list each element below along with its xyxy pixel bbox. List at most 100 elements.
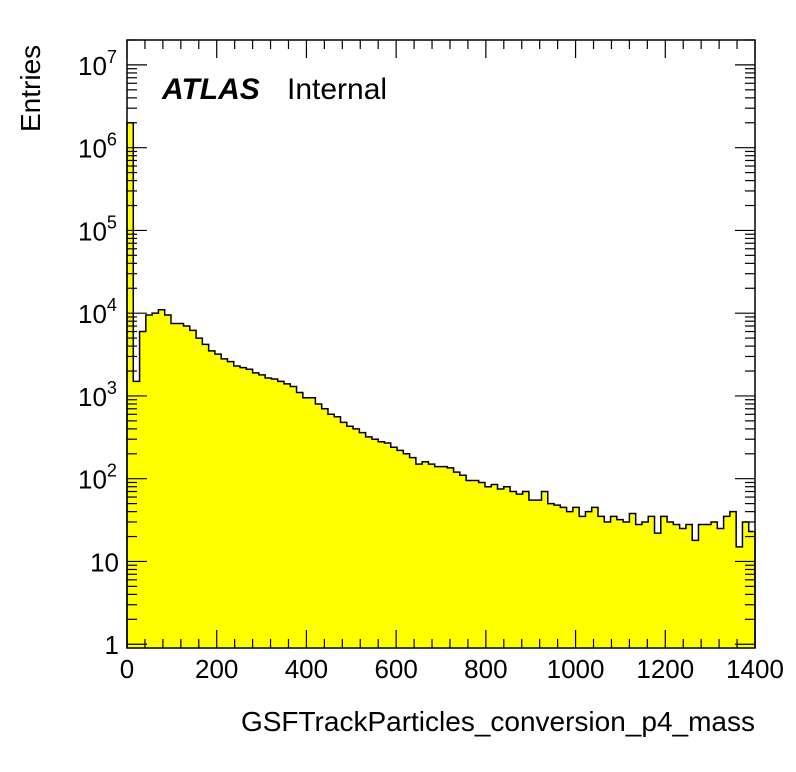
histogram-bin — [736, 546, 743, 648]
y-axis-title: Entries — [15, 45, 46, 132]
histogram-bin — [208, 350, 216, 648]
histogram-bin — [598, 516, 605, 648]
histogram-bin — [711, 521, 718, 648]
histogram-bin — [177, 323, 185, 648]
histogram-bin — [378, 441, 385, 648]
histogram-bin — [271, 379, 279, 648]
histogram-bin — [660, 516, 668, 648]
histogram-bin — [246, 369, 254, 648]
histogram-bin — [133, 381, 141, 648]
histogram-bin — [453, 472, 461, 648]
histogram-bin — [623, 521, 630, 648]
histogram-bin — [409, 457, 417, 648]
histogram-bin — [604, 521, 612, 648]
y-tick-label: 10 — [90, 547, 119, 577]
histogram-bin — [466, 480, 473, 648]
histogram-bin — [472, 480, 480, 648]
x-tick-label: 0 — [120, 654, 134, 684]
histogram-bin — [497, 489, 505, 648]
histogram-bin — [579, 516, 586, 648]
histogram-bin — [554, 505, 561, 648]
histogram-bin — [346, 426, 354, 648]
histogram-bin — [648, 516, 656, 648]
histogram-bin — [221, 358, 228, 648]
histogram-bin — [635, 524, 643, 648]
histogram-bin — [692, 540, 699, 648]
histogram-bin — [478, 482, 486, 648]
histogram-bin — [290, 386, 298, 648]
histogram-bin — [309, 397, 316, 648]
histogram-bin — [145, 315, 153, 648]
histogram-bin — [353, 428, 360, 648]
histogram-bin — [139, 331, 147, 648]
histogram-bin — [679, 528, 687, 648]
x-tick-label: 200 — [195, 654, 238, 684]
histogram-bin — [541, 491, 549, 648]
atlas-label: ATLAS — [161, 73, 260, 106]
histogram-bin — [196, 338, 203, 648]
histogram-bin — [240, 367, 247, 648]
histogram-bin — [717, 528, 725, 648]
histogram-bin — [522, 491, 530, 648]
histogram-bin — [403, 453, 411, 648]
histogram-bin — [384, 443, 392, 648]
y-tick-labels: 1 10 102 103 104 105 106 107 — [78, 47, 119, 660]
histogram-bin — [491, 484, 499, 648]
histogram-bin — [484, 486, 492, 648]
internal-label: Internal — [287, 73, 387, 106]
x-tick-label: 1200 — [636, 654, 694, 684]
histogram-bin — [572, 507, 580, 648]
histogram-bin — [547, 503, 555, 648]
histogram-bin — [510, 491, 517, 648]
x-tick-label: 600 — [374, 654, 417, 684]
histogram-bin — [748, 531, 756, 648]
histogram-bin — [214, 354, 222, 648]
histogram-bin — [265, 377, 272, 648]
histogram-bin — [227, 361, 235, 648]
histogram-bin — [503, 486, 511, 648]
histogram-bin — [258, 374, 266, 648]
histogram-bin — [164, 315, 172, 648]
histogram-bin — [566, 511, 574, 648]
histogram-bin — [441, 466, 448, 648]
histogram-bin — [585, 511, 593, 648]
histogram-bin — [560, 507, 568, 648]
histogram-bin — [302, 397, 310, 648]
histogram-bin — [528, 500, 536, 648]
y-tick-label: 105 — [78, 212, 117, 246]
histogram-bin — [284, 383, 291, 648]
histogram-bin — [327, 414, 335, 648]
histogram-bin — [296, 392, 304, 648]
histogram-bin — [673, 524, 681, 648]
y-tick-label: 102 — [78, 461, 117, 495]
histogram-bin — [152, 313, 159, 648]
histogram-bin — [723, 516, 731, 648]
x-tick-labels: 0 200 400 600 800 1000 1200 1400 — [120, 654, 784, 684]
histogram-bin — [390, 447, 398, 648]
histogram-bin — [742, 521, 750, 648]
histogram-bin — [158, 309, 166, 648]
histogram-bin — [371, 439, 379, 648]
histogram-bin — [170, 323, 178, 648]
histogram-bars — [127, 122, 756, 648]
x-axis-title: GSFTrackParticles_conversion_p4_mass — [241, 706, 755, 737]
y-tick-label: 1 — [105, 630, 119, 660]
histogram-bin — [315, 403, 323, 648]
histogram-bin — [629, 513, 637, 648]
x-tick-label: 1400 — [726, 654, 784, 684]
histogram-bin — [698, 524, 706, 648]
x-tick-label: 400 — [285, 654, 328, 684]
y-tick-label: 104 — [78, 295, 117, 329]
histogram-bin — [434, 466, 442, 648]
histogram-bin — [591, 507, 599, 648]
histogram-bin — [334, 416, 342, 648]
x-tick-label: 800 — [464, 654, 507, 684]
y-tick-label: 103 — [78, 378, 117, 412]
histogram-bin — [359, 432, 367, 648]
histogram-bin — [654, 533, 662, 648]
histogram-bin — [252, 372, 260, 648]
histogram-bin — [447, 467, 455, 648]
plot-frame — [126, 39, 756, 649]
histogram-bin — [428, 464, 436, 648]
